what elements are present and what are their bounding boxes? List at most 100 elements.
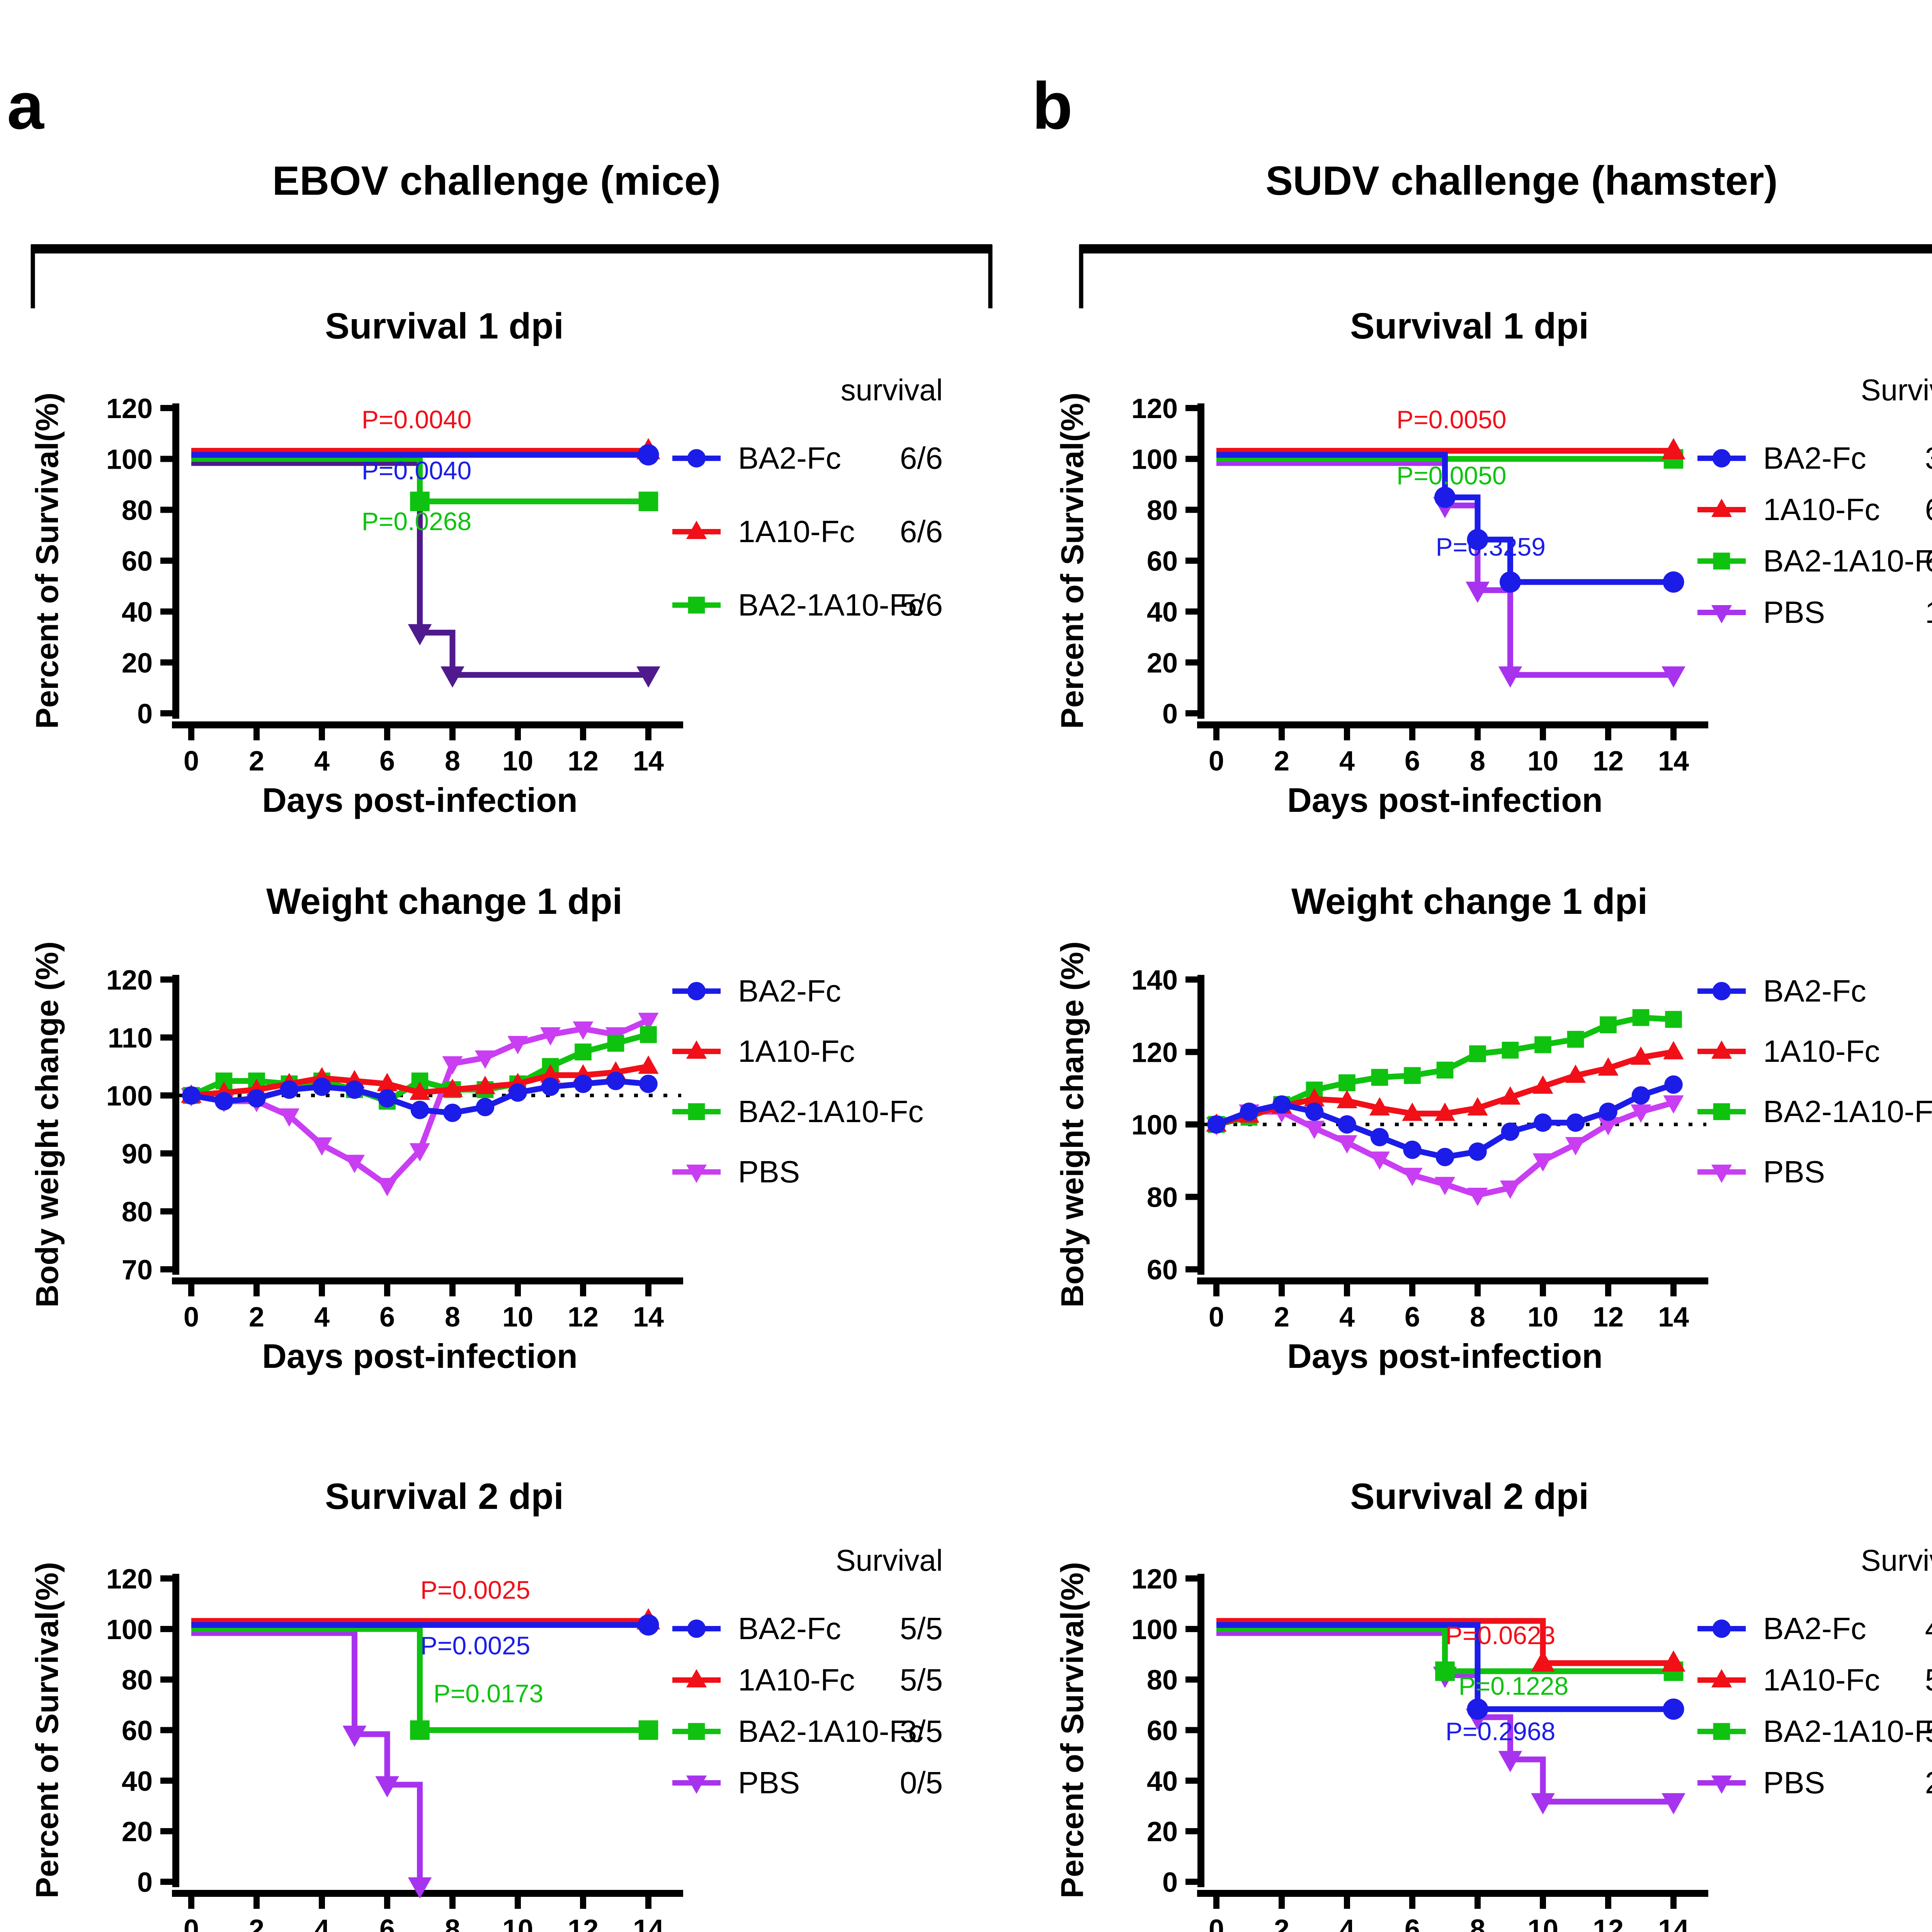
legend-item-BA2-Fc: BA2-Fc 6/6 [672, 441, 943, 475]
x-tick-label: 12 [1593, 1302, 1624, 1333]
marker-square [1632, 1009, 1650, 1026]
marker-triangle-down [279, 1108, 300, 1127]
p-value-annotation: P=0.0623 [1446, 1621, 1555, 1650]
marker-circle [639, 1075, 658, 1093]
x-tick-label: 6 [1405, 746, 1420, 777]
legend-survival-fraction: 1/6 [1925, 595, 1932, 629]
marker-triangle-down [1337, 1135, 1357, 1154]
y-tick-label: 100 [106, 1081, 153, 1112]
marker-square [575, 1043, 592, 1061]
series-line [191, 1630, 423, 1886]
x-tick-label: 0 [1209, 1914, 1224, 1932]
series-line [191, 460, 648, 678]
marker-triangle-down [573, 1021, 594, 1040]
marker-circle [1664, 1075, 1683, 1094]
y-axis-label: Body weight change (%) [30, 941, 65, 1308]
x-tick-label: 2 [249, 1302, 264, 1333]
x-tick-label: 6 [379, 746, 395, 777]
x-tick-label: 10 [1527, 1914, 1558, 1932]
y-tick-label: 80 [1147, 1665, 1178, 1696]
marker-triangle-up [1711, 1669, 1732, 1687]
marker-circle [313, 1077, 331, 1096]
marker-square [1435, 1661, 1455, 1681]
marker-triangle-down [474, 1050, 496, 1069]
x-tick-label: 14 [633, 1914, 664, 1932]
x-tick-label: 6 [1405, 1302, 1420, 1333]
marker-circle [638, 1614, 659, 1636]
series-BA2-Fc [182, 1071, 658, 1122]
marker-triangle-down [1500, 1180, 1521, 1199]
x-tick-label: 14 [633, 1302, 664, 1333]
marker-circle [182, 1086, 201, 1105]
series-BA2-Fc [1216, 1622, 1684, 1720]
marker-circle [1712, 1619, 1731, 1638]
marker-square [1404, 1067, 1421, 1084]
column-title-b: SUDV challenge (hamster) [1265, 158, 1778, 204]
legend-survival-fraction: 5/6 [900, 588, 943, 622]
marker-triangle-down [1598, 1117, 1619, 1136]
series-1A10-Fc [1216, 438, 1685, 459]
p-value-annotation: P=0.3259 [1436, 532, 1546, 561]
y-tick-label: 100 [106, 1614, 153, 1645]
p-value-annotation: P=0.0268 [362, 507, 471, 536]
marker-triangle-up [1500, 1086, 1521, 1105]
legend-item-BA2-1A10-Fc: BA2-1A10-Fc5/6 [1697, 1714, 1932, 1748]
y-tick-label: 40 [1147, 597, 1178, 628]
legend-item-BA2-Fc: BA2-Fc 4/6 [1697, 1611, 1932, 1646]
series-PBS [191, 460, 660, 688]
x-tick-label: 8 [1470, 1914, 1485, 1932]
y-tick-label: 120 [106, 393, 153, 424]
marker-circle [345, 1080, 364, 1099]
p-value-annotation: P=0.0040 [362, 456, 471, 485]
panel-b-weight-1dpi: Weight change 1 dpi Body weight change (%… [1025, 858, 1932, 1451]
legend: Survival BA2-Fc 5/5 1A10-Fc 5/5 BA2-1A10-Fc3/… [672, 1543, 943, 1800]
legend-survival-fraction: 6/6 [1925, 492, 1932, 527]
legend-item-1A10-Fc: 1A10-Fc 5/6 [1697, 1663, 1932, 1697]
legend: SurvivalBA2-Fc4/61A10-Fc5/6BA2-1A10-Fc5/… [1697, 1543, 1932, 1800]
marker-circle [687, 982, 706, 1000]
legend-label: BA2-1A10-Fc [738, 1714, 923, 1748]
series-BA2-Fc [1207, 1075, 1683, 1167]
marker-triangle-up [1663, 1041, 1684, 1060]
x-tick-label: 8 [445, 746, 460, 777]
marker-circle [1434, 486, 1456, 508]
marker-triangle-up [1630, 1046, 1651, 1065]
series-line [191, 1626, 648, 1733]
x-tick-label: 10 [502, 746, 533, 777]
legend-item-PBS: PBS 2/6 [1697, 1765, 1932, 1800]
panel-a-survival-1dpi: Survival 1 dpi Percent of Survival(%) 0 20 4… [0, 281, 1025, 858]
y-tick-label: 20 [122, 648, 153, 679]
marker-square [638, 492, 658, 511]
y-tick-label: 80 [122, 1665, 153, 1696]
marker-square [1713, 1103, 1730, 1120]
legend-item-PBS: PBS 1/6 [1697, 595, 1932, 629]
x-tick-label: 12 [568, 1914, 599, 1932]
legend-label: PBS [1763, 1765, 1825, 1800]
marker-circle [1468, 1142, 1487, 1161]
marker-circle [1712, 449, 1731, 468]
legend-item-1A10-Fc: 1A10-Fc 6/6 [672, 514, 943, 549]
marker-triangle-down [1565, 1137, 1586, 1156]
p-value-annotation: P=0.0040 [362, 405, 471, 434]
legend-survival-fraction: 5/6 [1925, 1663, 1932, 1697]
marker-square [688, 597, 705, 614]
x-tick-label: 14 [1658, 746, 1689, 777]
axes: 0 20 40 60 80 100 120 0 2 4 6 8 10 12 14 [106, 1564, 683, 1932]
x-tick-label: 4 [314, 746, 330, 777]
marker-circle [606, 1071, 625, 1090]
marker-triangle-down [311, 1137, 332, 1156]
marker-circle [247, 1089, 266, 1108]
marker-circle [638, 444, 659, 466]
marker-triangle-down [344, 1155, 365, 1173]
marker-square [1713, 553, 1730, 570]
y-tick-label: 90 [122, 1139, 153, 1170]
y-axis-label: Percent of Survival(%) [1055, 393, 1090, 729]
marker-triangle-down [1467, 1187, 1488, 1206]
x-tick-label: 14 [633, 746, 664, 777]
legend-item-BA2-1A10-Fc: BA2-1A10-Fc6/6 [1697, 544, 1932, 578]
column-bracket-a [31, 244, 993, 308]
marker-triangle-up [1402, 1102, 1423, 1121]
legend-label: BA2-Fc [738, 1611, 841, 1646]
